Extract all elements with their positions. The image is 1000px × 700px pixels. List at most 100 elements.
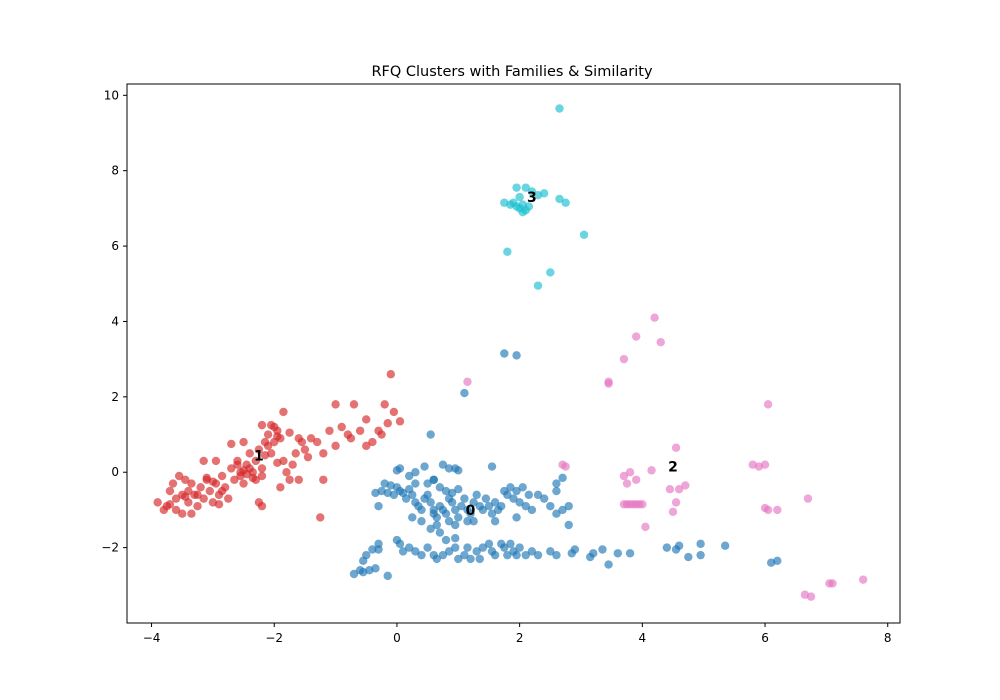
cluster-1-point (174, 471, 184, 481)
cluster-0-point (417, 550, 426, 560)
cluster-1-point (193, 490, 202, 500)
cluster-0-point (500, 349, 509, 358)
cluster-0-point (506, 539, 515, 549)
cluster-0-point (426, 430, 435, 439)
cluster-0-point (463, 543, 472, 552)
cluster-0-point (521, 501, 530, 511)
cluster-1-point (260, 451, 270, 460)
cluster-1-point (248, 473, 257, 483)
cluster-0-point (558, 473, 567, 483)
cluster-0-point (604, 560, 613, 569)
cluster-0-point (380, 479, 389, 488)
cluster-3-point (533, 281, 543, 290)
cluster-1-point (285, 475, 294, 484)
cluster-0-point (512, 550, 521, 560)
cluster-3-point (518, 200, 527, 209)
x-tick-label: 2 (516, 631, 524, 645)
chart-title: RFQ Clusters with Families & Similarity (371, 64, 653, 80)
cluster-0-point (524, 490, 534, 500)
cluster-0-point (441, 509, 451, 518)
cluster-3-point (555, 104, 564, 113)
cluster-0-point (509, 494, 518, 503)
cluster-0-point (423, 543, 432, 552)
cluster-0-point (401, 494, 411, 503)
cluster-1-point (294, 475, 303, 484)
cluster-0-point (518, 483, 527, 492)
cluster-1-point (325, 426, 334, 435)
cluster-1-point (368, 437, 377, 447)
cluster-1-point (346, 434, 356, 443)
cluster-0-point (451, 520, 460, 530)
cluster-0-point (451, 464, 460, 473)
y-tick-label: 10 (104, 88, 119, 102)
cluster-0-point (426, 524, 435, 533)
cluster-2-point (828, 579, 837, 588)
cluster-0-point (371, 488, 380, 498)
cluster-1-point (178, 509, 187, 518)
cluster-0-point (539, 494, 549, 503)
cluster-1-point (319, 449, 328, 458)
cluster-2-point (674, 484, 684, 494)
cluster-0-point (521, 550, 530, 560)
cluster-0-point (374, 545, 383, 554)
cluster-0-point (460, 494, 469, 503)
cluster-0-point (564, 520, 573, 530)
cluster-0-point (533, 490, 543, 500)
cluster-0-point (720, 541, 730, 550)
cluster-0-point (684, 552, 693, 562)
cluster-2-point (463, 377, 472, 386)
cluster-0-point (674, 541, 684, 550)
cluster-1-point (254, 498, 264, 507)
cluster-0-point (570, 545, 580, 554)
cluster-0-point (368, 545, 377, 554)
cluster-0-point (466, 554, 475, 564)
cluster-2-point (604, 377, 613, 386)
cluster-1-point (227, 464, 236, 473)
cluster-1-point (211, 456, 221, 466)
cluster-0-point (451, 543, 460, 552)
cluster-2-point (681, 481, 690, 490)
cluster-2-point (622, 479, 632, 488)
cluster-0-point (503, 550, 512, 560)
cluster-1-point (245, 449, 254, 458)
cluster-1-point (181, 475, 190, 484)
cluster-0-point (773, 556, 782, 566)
cluster-0-point (589, 549, 598, 558)
cluster-2-point (638, 500, 647, 509)
cluster-1-point (233, 460, 242, 469)
cluster-1-point (389, 407, 399, 417)
cluster-0-point (481, 494, 491, 503)
cluster-2-point (668, 507, 678, 517)
cluster-3-point (539, 189, 549, 198)
cluster-1-point (181, 492, 190, 501)
cluster-0-point (441, 486, 451, 496)
cluster-0-point (454, 513, 463, 522)
cluster-3-point (515, 192, 524, 202)
cluster-1-point (208, 477, 218, 486)
cluster-3-point (527, 187, 537, 196)
plot-frame (126, 83, 901, 624)
cluster-0-point (552, 486, 561, 496)
cluster-0-point (460, 388, 469, 398)
cluster-3-point (561, 198, 570, 207)
x-tick-label: 4 (639, 631, 647, 645)
cluster-2-point (763, 400, 773, 409)
cluster-0-point (512, 351, 521, 360)
cluster-1-point (217, 486, 227, 496)
cluster-1-point (187, 509, 196, 518)
cluster-1-point (362, 415, 371, 424)
cluster-0-point (411, 547, 420, 556)
cluster-0-point (426, 498, 435, 507)
y-tick-label: 6 (111, 239, 119, 253)
cluster-1-point (306, 434, 316, 443)
cluster-1-point (263, 430, 273, 439)
cluster-0-point (411, 468, 420, 477)
cluster-1-point (227, 439, 236, 449)
cluster-0-point (432, 520, 442, 530)
cluster-1-point (187, 479, 196, 488)
cluster-1-point (263, 441, 273, 451)
cluster-0-point (438, 550, 448, 560)
cluster-0-point (478, 505, 488, 515)
cluster-0-point (512, 513, 521, 522)
